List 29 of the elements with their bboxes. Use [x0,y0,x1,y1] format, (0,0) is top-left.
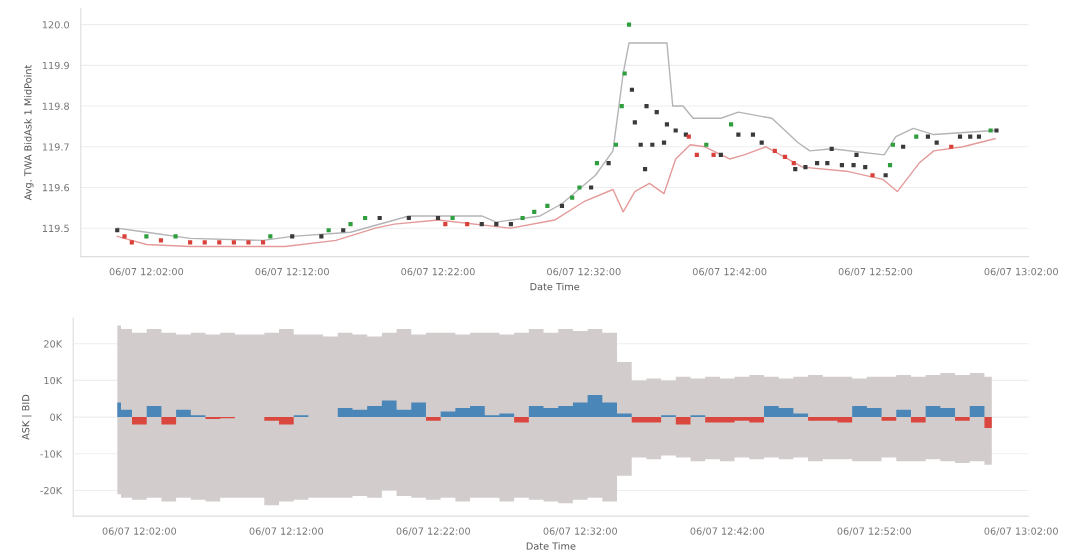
x-tick-label: 06/07 12:22:00 [396,527,471,536]
x-tick-label: 06/07 12:52:00 [837,527,911,536]
y-tick-label: 119.7 [42,143,69,151]
y-tick-label: 119.8 [42,102,69,110]
y-tick-label: 20K [44,340,63,348]
x-tick-label: 06/07 12:52:00 [838,267,913,277]
y-tick-label: 119.5 [42,224,69,233]
y-axis-title: ASK | BID [21,394,32,440]
y-tick-label: 120.0 [42,21,70,29]
x-tick-label: 06/07 12:32:00 [547,267,621,277]
x-tick-label: 06/07 12:42:00 [692,267,767,277]
x-tick-label: 06/07 12:12:00 [249,527,324,536]
x-tick-label: 06/07 12:02:00 [109,267,184,277]
x-axis-title: Date Time [530,282,580,291]
x-tick-label: 06/07 12:12:00 [255,267,329,277]
x-axis-title: Date Time [526,542,576,550]
x-tick-label: 06/07 12:22:00 [401,267,475,277]
x-tick-label: 06/07 13:02:00 [984,267,1058,277]
y-tick-label: 10K [44,376,63,385]
y-axis-title: Avg. TWA BidAsk 1 MidPoint [24,64,34,201]
x-tick-label: 06/07 12:42:00 [690,527,764,536]
y-tick-label: -10K [40,450,63,458]
x-tick-label: 06/07 12:32:00 [543,527,618,536]
y-tick-label: 0K [50,413,63,421]
x-tick-label: 06/07 12:02:00 [102,527,177,536]
x-tick-label: 06/07 13:02:00 [984,527,1058,536]
y-tick-label: 119.6 [42,183,70,192]
y-tick-label: -20K [40,486,63,495]
y-tick-label: 119.9 [42,61,69,70]
